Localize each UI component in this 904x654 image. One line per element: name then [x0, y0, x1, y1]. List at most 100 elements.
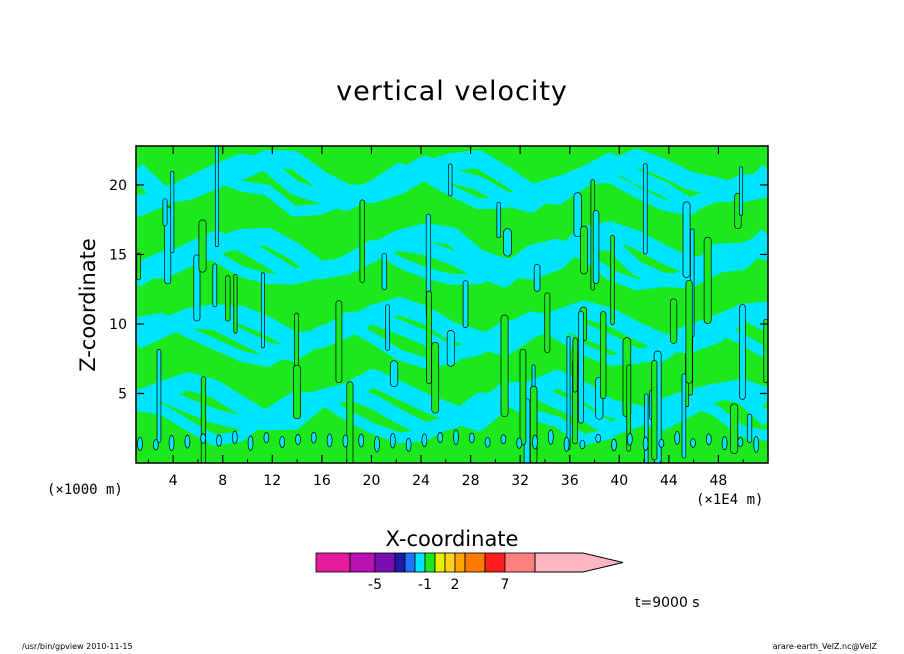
field-cell [610, 234, 615, 325]
field-cell [216, 434, 222, 447]
field-cell [532, 434, 538, 450]
field-cell [600, 311, 607, 400]
field-cell [168, 434, 175, 452]
field-cell [200, 376, 207, 463]
field-cell [233, 273, 238, 334]
field-cell [156, 349, 162, 443]
field-cell [651, 360, 658, 461]
field-cell [231, 430, 238, 445]
field-cell [496, 201, 502, 239]
field-cell [446, 330, 455, 367]
y-tick-label: 10 [109, 317, 127, 333]
footer-file: arare-earth_VelZ.nc@VelZ [772, 642, 877, 651]
field-cell [579, 439, 586, 450]
field-band [136, 238, 768, 291]
field-cell [674, 431, 681, 445]
colorbar-label: -1 [418, 577, 432, 593]
field-cell [500, 314, 509, 418]
x-tick-label: 20 [363, 473, 381, 489]
field-cell [721, 436, 728, 451]
field-cell [580, 225, 588, 275]
field-cell [566, 335, 571, 450]
field-cell [405, 437, 412, 452]
field-cell [670, 298, 678, 344]
field-cell [682, 201, 691, 278]
field-cell [279, 435, 286, 448]
y-tick-label: 5 [118, 386, 127, 402]
x-unit-right: (×1E4 m) [696, 492, 764, 508]
field-cell [381, 252, 388, 290]
field-cell [335, 300, 343, 384]
field-cell [295, 433, 301, 446]
y-tick-label: 15 [109, 247, 127, 263]
x-tick-label: 44 [660, 473, 678, 489]
field-cell [310, 431, 317, 444]
colorbar-swatch [374, 552, 396, 573]
colorbar-swatch [444, 552, 456, 573]
field-cell [595, 433, 602, 443]
field-cell [705, 433, 712, 446]
field-cell [685, 279, 693, 384]
field-cell [644, 393, 649, 463]
x-tick-label: 36 [561, 473, 579, 489]
colorbar-swatch [315, 552, 351, 573]
field-cell [658, 438, 665, 448]
field-cell [626, 432, 633, 446]
field-cell [739, 166, 744, 216]
field-cell [690, 438, 696, 448]
field-cell [519, 348, 527, 446]
colorbar-swatch [349, 552, 376, 573]
field-cell [136, 252, 141, 281]
field-cell [437, 431, 444, 443]
time-label: t=9000 s [635, 595, 700, 611]
x-tick-label: 8 [218, 473, 227, 489]
field-cell [572, 337, 578, 393]
field-cell [374, 436, 380, 453]
field-cell [544, 292, 551, 353]
colorbar-swatch [394, 552, 406, 573]
field-cell [642, 436, 649, 451]
x-tick-label: 24 [412, 473, 430, 489]
y-axis: 5 10 15 20 [109, 178, 768, 402]
field-cell [468, 432, 475, 444]
field-cell [516, 437, 523, 449]
field-cell [681, 373, 687, 459]
field-cell [703, 236, 712, 324]
field-cell [359, 199, 365, 283]
colorbar-label: 7 [501, 577, 510, 593]
colorbar-swatch [464, 552, 486, 573]
plot-frame [135, 145, 769, 464]
field-cell [137, 436, 143, 451]
field-band [136, 148, 768, 205]
field-cell [547, 429, 554, 445]
field-cell [225, 275, 231, 322]
colorbar-swatch [424, 552, 436, 573]
x-tick-label: 4 [169, 473, 178, 489]
chart-title: vertical velocity [336, 76, 568, 107]
field-cell [293, 364, 302, 420]
x-tick-label: 28 [462, 473, 480, 489]
colorbar-swatch [434, 552, 446, 573]
field-cell [214, 146, 219, 247]
y-tick-label: 20 [109, 178, 127, 194]
field-cell [342, 434, 349, 448]
footer-program: /usr/bin/gpview 2010-11-15 [22, 642, 133, 651]
field-cell [193, 254, 201, 322]
field-cell [263, 432, 270, 444]
field-cell [462, 280, 469, 328]
colorbar-label: 2 [451, 577, 460, 593]
field-cell [389, 433, 396, 449]
field-cell [500, 434, 507, 445]
field-cell [152, 439, 159, 451]
field-cell [426, 290, 432, 384]
colorbar-label: -5 [368, 577, 382, 593]
colorbar-swatch [404, 552, 416, 573]
field-cell [592, 210, 600, 284]
field-cell [578, 310, 584, 424]
field-cell [753, 436, 760, 453]
field-cell [421, 433, 428, 448]
colorbar-arrow [534, 552, 624, 573]
colorbar-swatch [414, 552, 426, 573]
